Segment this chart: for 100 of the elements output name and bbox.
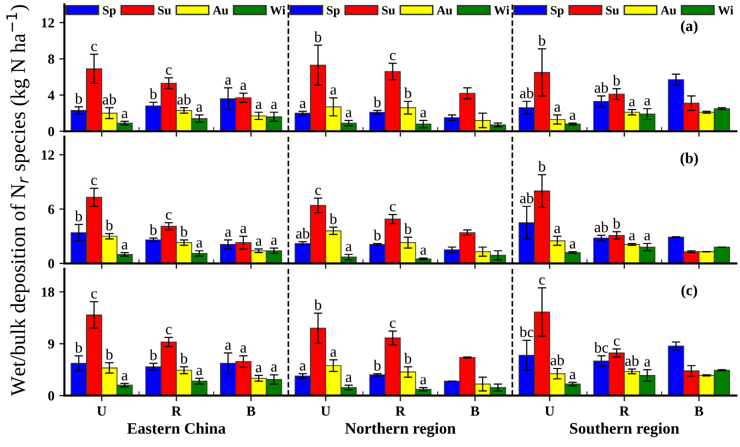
data-label: a bbox=[644, 233, 650, 240]
y-tick-label: 18 bbox=[42, 287, 54, 297]
y-tick-label: 8 bbox=[48, 54, 54, 64]
data-label: c bbox=[614, 338, 620, 346]
data-label: ab bbox=[594, 222, 608, 232]
data-label: a bbox=[240, 82, 247, 90]
data-label: a bbox=[225, 77, 232, 85]
data-label: b bbox=[404, 88, 412, 98]
x-tick-label: B bbox=[246, 406, 256, 416]
data-label: a bbox=[420, 248, 426, 255]
data-label: c bbox=[91, 178, 97, 186]
data-label: a bbox=[629, 99, 636, 106]
annotation: (a) bbox=[681, 20, 698, 34]
x-tick-label: U bbox=[321, 406, 330, 416]
data-label: a bbox=[271, 238, 278, 245]
data-label: a bbox=[256, 102, 262, 110]
data-label: a bbox=[554, 226, 560, 234]
data-label: ab bbox=[594, 82, 608, 93]
y-tick-label: 0 bbox=[48, 259, 54, 268]
x-tick-label: U bbox=[97, 406, 106, 416]
x-tick-label: U bbox=[544, 406, 554, 416]
data-label: a bbox=[225, 229, 232, 237]
text: Eastern China bbox=[127, 422, 226, 434]
data-label: ab bbox=[550, 354, 564, 366]
data-label: a bbox=[644, 98, 650, 106]
data-label: b bbox=[404, 352, 412, 364]
data-label: c bbox=[166, 67, 172, 75]
data-label: ab bbox=[520, 88, 534, 98]
legend-label: Sp bbox=[102, 6, 116, 18]
data-label: b bbox=[150, 224, 157, 235]
data-label: c bbox=[91, 291, 97, 299]
x-tick-label: R bbox=[620, 406, 630, 416]
data-label: bc bbox=[594, 342, 608, 353]
data-label: a bbox=[240, 226, 247, 234]
text: Sp bbox=[326, 6, 340, 18]
data-label: c bbox=[166, 212, 172, 220]
data-label: b bbox=[150, 88, 157, 100]
data-label: c bbox=[166, 326, 172, 334]
annotation: (b) bbox=[680, 152, 698, 166]
text: Su bbox=[606, 6, 619, 15]
data-label: a bbox=[346, 244, 352, 252]
legend-label: Wi bbox=[270, 6, 286, 15]
data-label: ab bbox=[102, 94, 116, 105]
data-label: a bbox=[346, 374, 352, 382]
legend-label: Au bbox=[212, 6, 228, 15]
data-label: b bbox=[374, 360, 381, 371]
data-label: b bbox=[106, 348, 113, 360]
text: Wi bbox=[718, 6, 734, 15]
data-label: b bbox=[74, 342, 82, 353]
annotation: (c) bbox=[681, 284, 698, 299]
text: Au bbox=[436, 6, 452, 15]
data-label: a bbox=[420, 377, 426, 384]
data-label: a bbox=[122, 373, 128, 380]
x-tick-label: B bbox=[694, 406, 704, 416]
data-label: a bbox=[629, 233, 636, 240]
y-tick-label: 12 bbox=[42, 150, 54, 160]
text: Sp bbox=[550, 6, 564, 18]
data-label: b bbox=[106, 220, 113, 230]
data-label: c bbox=[91, 44, 97, 52]
data-label: b bbox=[404, 223, 412, 234]
data-label: b bbox=[180, 352, 188, 364]
data-label: a bbox=[256, 365, 262, 372]
data-label: a bbox=[420, 110, 426, 118]
data-label: a bbox=[122, 242, 128, 250]
data-label: ab bbox=[625, 355, 639, 366]
data-label: b bbox=[374, 230, 381, 240]
data-label: a bbox=[196, 104, 203, 112]
text: Northern region bbox=[345, 422, 456, 438]
data-label: c bbox=[315, 188, 321, 196]
y-tick-label: 0 bbox=[48, 391, 54, 401]
data-label: a bbox=[570, 241, 576, 249]
data-label: c bbox=[390, 52, 396, 60]
data-label: a bbox=[196, 368, 203, 376]
data-label: a bbox=[196, 240, 203, 248]
data-label: a bbox=[330, 349, 337, 357]
data-label: b bbox=[180, 226, 188, 237]
data-label: ab bbox=[177, 94, 191, 105]
data-label: a bbox=[644, 359, 650, 367]
data-label: a bbox=[271, 364, 278, 372]
data-label: a bbox=[122, 110, 128, 118]
text: Wi bbox=[494, 6, 510, 15]
data-label: a bbox=[240, 345, 247, 353]
y-tick-label: 12 bbox=[42, 18, 54, 28]
x-tick-label: R bbox=[396, 406, 406, 416]
data-label: a bbox=[300, 100, 306, 108]
data-label: ab bbox=[520, 192, 534, 204]
text: Southern region bbox=[570, 422, 680, 438]
data-label: c bbox=[390, 204, 396, 212]
text: Au bbox=[660, 6, 676, 15]
data-label: b bbox=[74, 92, 82, 104]
x-tick-label: B bbox=[470, 406, 480, 416]
data-label: b bbox=[612, 218, 620, 229]
data-label: b bbox=[74, 210, 82, 222]
y-tick-label: 4 bbox=[48, 90, 54, 100]
data-label: a bbox=[256, 238, 262, 246]
data-label: a bbox=[225, 342, 232, 350]
data-label: b bbox=[330, 213, 337, 224]
y-axis-title: Wet/bulk deposition of N$_{r}$ species (kg N ha$^{−1}$) bbox=[6, 5, 30, 396]
data-label: b bbox=[374, 96, 381, 108]
data-label: c bbox=[539, 277, 545, 285]
